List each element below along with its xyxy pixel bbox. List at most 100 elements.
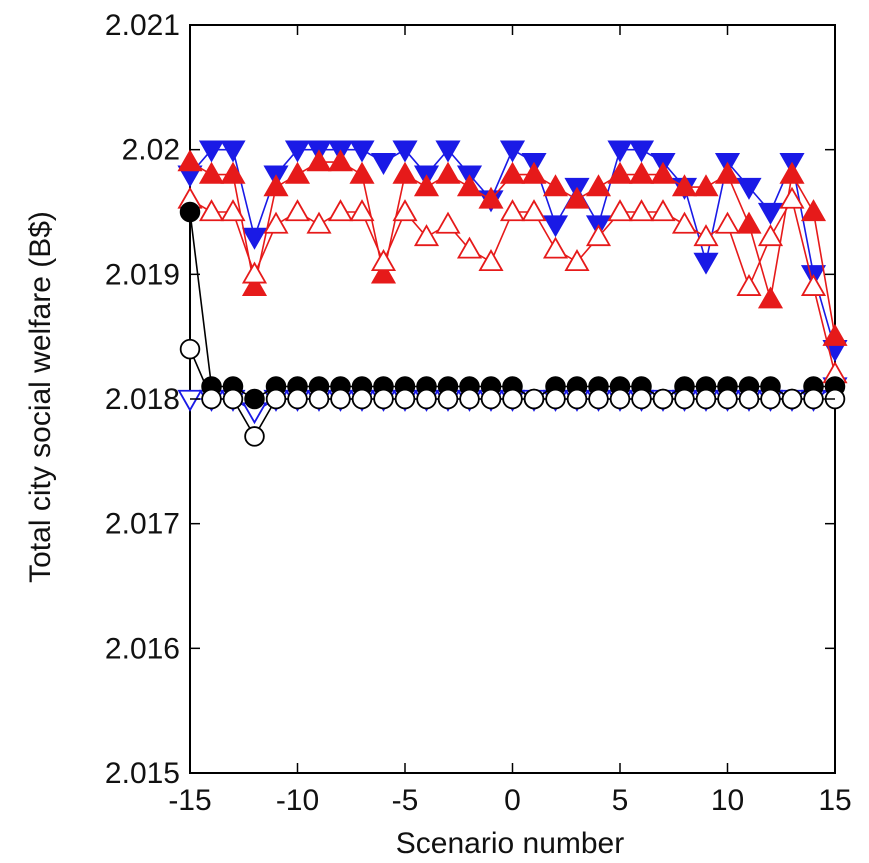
- data-point: [349, 199, 375, 222]
- data-point: [308, 388, 330, 410]
- data-point: [349, 140, 375, 163]
- data-point: [370, 249, 397, 272]
- data-point: [244, 388, 265, 410]
- data-point: [306, 211, 332, 234]
- data-point: [757, 202, 784, 225]
- y-tick-label: 2.015: [105, 757, 180, 790]
- y-tick-label: 2.02: [122, 134, 180, 167]
- data-point: [499, 161, 526, 184]
- data-point: [674, 388, 695, 410]
- data-point: [566, 388, 588, 410]
- data-point: [177, 389, 203, 412]
- x-tick-label: -15: [168, 784, 211, 817]
- data-point: [650, 199, 676, 222]
- data-point: [738, 388, 760, 410]
- data-point: [542, 236, 569, 259]
- data-point: [435, 140, 461, 163]
- tick-layer: -15 -10 -5 0 5 10 15 2.015 2.016 2.017 2.018 2.019 2…: [105, 9, 852, 817]
- data-point: [628, 199, 655, 222]
- data-point: [413, 174, 440, 197]
- data-point: [351, 388, 373, 410]
- data-point: [545, 388, 566, 410]
- data-point: [822, 323, 848, 346]
- data-point: [349, 161, 375, 184]
- data-point: [177, 149, 203, 172]
- data-point: [263, 211, 289, 234]
- x-tick-label: 15: [818, 784, 851, 817]
- x-axis-label: Scenario number: [396, 827, 624, 860]
- data-point: [502, 388, 523, 410]
- data-point: [244, 426, 265, 447]
- data-point: [370, 261, 397, 284]
- data-point: [220, 199, 246, 222]
- data-point: [521, 199, 547, 222]
- data-point: [693, 252, 719, 275]
- data-point: [478, 249, 504, 272]
- data-point: [198, 199, 225, 222]
- data-point: [198, 140, 225, 163]
- data-point: [564, 249, 590, 272]
- data-point: [781, 388, 803, 410]
- data-point: [456, 236, 483, 259]
- data-point: [456, 174, 483, 197]
- data-point: [241, 261, 268, 284]
- series-4: [177, 186, 848, 384]
- data-point: [607, 140, 633, 163]
- data-point: [201, 388, 222, 410]
- data-point: [413, 224, 440, 247]
- data-point: [779, 186, 805, 209]
- data-point: [220, 161, 246, 184]
- data-point: [392, 199, 418, 222]
- data-point: [652, 388, 674, 410]
- data-point: [523, 388, 545, 410]
- data-point: [327, 199, 354, 222]
- x-tick-label: 0: [504, 784, 521, 817]
- data-point: [800, 199, 827, 222]
- data-point: [607, 199, 633, 222]
- data-point: [736, 273, 762, 296]
- data-point: [394, 388, 416, 410]
- x-tick-label: 10: [711, 784, 744, 817]
- data-point: [717, 388, 738, 410]
- data-point: [179, 338, 201, 360]
- data-point: [609, 388, 631, 410]
- series-layer: [177, 140, 848, 447]
- y-tick-label: 2.021: [105, 9, 180, 42]
- data-point: [263, 174, 289, 197]
- data-point: [198, 161, 225, 184]
- data-point: [585, 174, 612, 197]
- data-point: [499, 199, 526, 222]
- data-point: [650, 161, 676, 184]
- data-point: [241, 227, 268, 250]
- data-point: [284, 161, 311, 184]
- data-point: [585, 224, 612, 247]
- data-point: [437, 388, 459, 410]
- data-point: [800, 273, 827, 296]
- y-tick-label: 2.018: [105, 383, 180, 416]
- data-point: [220, 140, 246, 163]
- data-point: [588, 388, 609, 410]
- y-tick-label: 2.016: [105, 632, 180, 665]
- x-tick-label: -10: [276, 784, 319, 817]
- data-point: [416, 388, 437, 410]
- data-point: [478, 186, 504, 209]
- data-point: [392, 161, 418, 184]
- x-tick-label: 5: [612, 784, 629, 817]
- data-point: [330, 388, 351, 410]
- data-point: [695, 388, 717, 410]
- x-tick-label: -5: [392, 784, 419, 817]
- series-6: [179, 338, 846, 447]
- data-point: [736, 177, 762, 200]
- data-point: [628, 161, 655, 184]
- data-point: [306, 149, 332, 172]
- data-point: [287, 388, 308, 410]
- data-point: [736, 211, 762, 234]
- data-point: [435, 161, 461, 184]
- data-point: [671, 174, 698, 197]
- data-point: [714, 161, 741, 184]
- series-3: [177, 149, 848, 346]
- data-point: [564, 186, 590, 209]
- data-point: [179, 201, 201, 223]
- data-point: [241, 273, 268, 296]
